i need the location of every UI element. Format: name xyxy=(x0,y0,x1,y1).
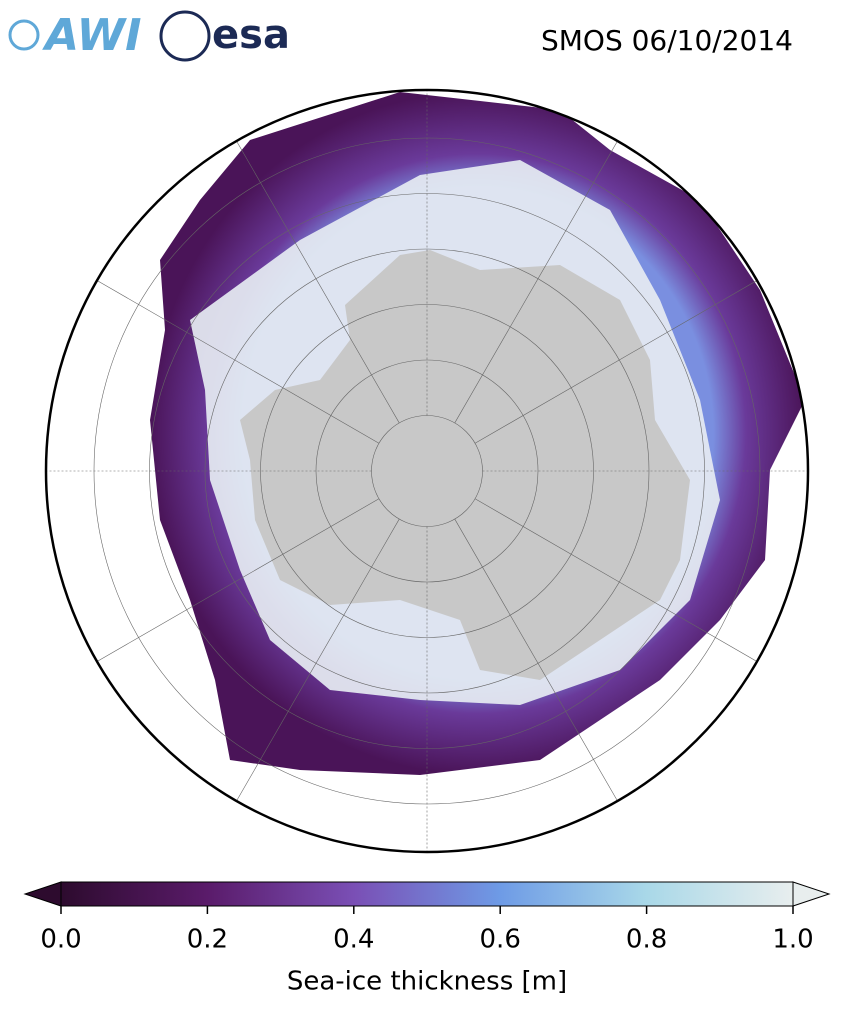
meridian xyxy=(89,498,380,667)
graticule xyxy=(46,90,808,852)
esa-logo: esa xyxy=(159,10,290,62)
meridian xyxy=(231,133,400,424)
logo-icon xyxy=(8,19,40,51)
continent xyxy=(240,250,690,680)
meridian xyxy=(89,275,380,444)
tick-label: 1.0 xyxy=(772,925,813,955)
parallel xyxy=(260,304,594,638)
title: SMOS 06/10/2014 xyxy=(541,24,793,57)
colorbar-label: Sea-ice thickness [m] xyxy=(287,967,567,997)
tick-label: 0.2 xyxy=(187,925,228,955)
map xyxy=(46,90,808,852)
meridian xyxy=(454,518,623,809)
parallel xyxy=(315,359,539,583)
parallel xyxy=(204,248,650,694)
logo-text: AWI xyxy=(42,10,142,61)
meridian xyxy=(474,275,765,444)
logo-text: esa xyxy=(212,12,290,58)
tick-label: 0.8 xyxy=(626,925,667,955)
map-frame xyxy=(44,88,810,854)
meridian xyxy=(474,498,765,667)
logo-icon xyxy=(159,10,211,62)
colorbar: 0.0 0.2 0.4 0.6 0.8 1.0 xyxy=(23,881,831,955)
awi-logo: AWI xyxy=(8,10,142,61)
colorbar-gradient xyxy=(60,881,794,907)
tick-label: 0.0 xyxy=(40,925,81,955)
meridian xyxy=(454,133,623,424)
meridian xyxy=(231,518,400,809)
tick-label: 0.4 xyxy=(333,925,374,955)
tick-label: 0.6 xyxy=(480,925,521,955)
colorbar-extend-low xyxy=(23,881,62,907)
colorbar-extend-high xyxy=(792,881,831,907)
